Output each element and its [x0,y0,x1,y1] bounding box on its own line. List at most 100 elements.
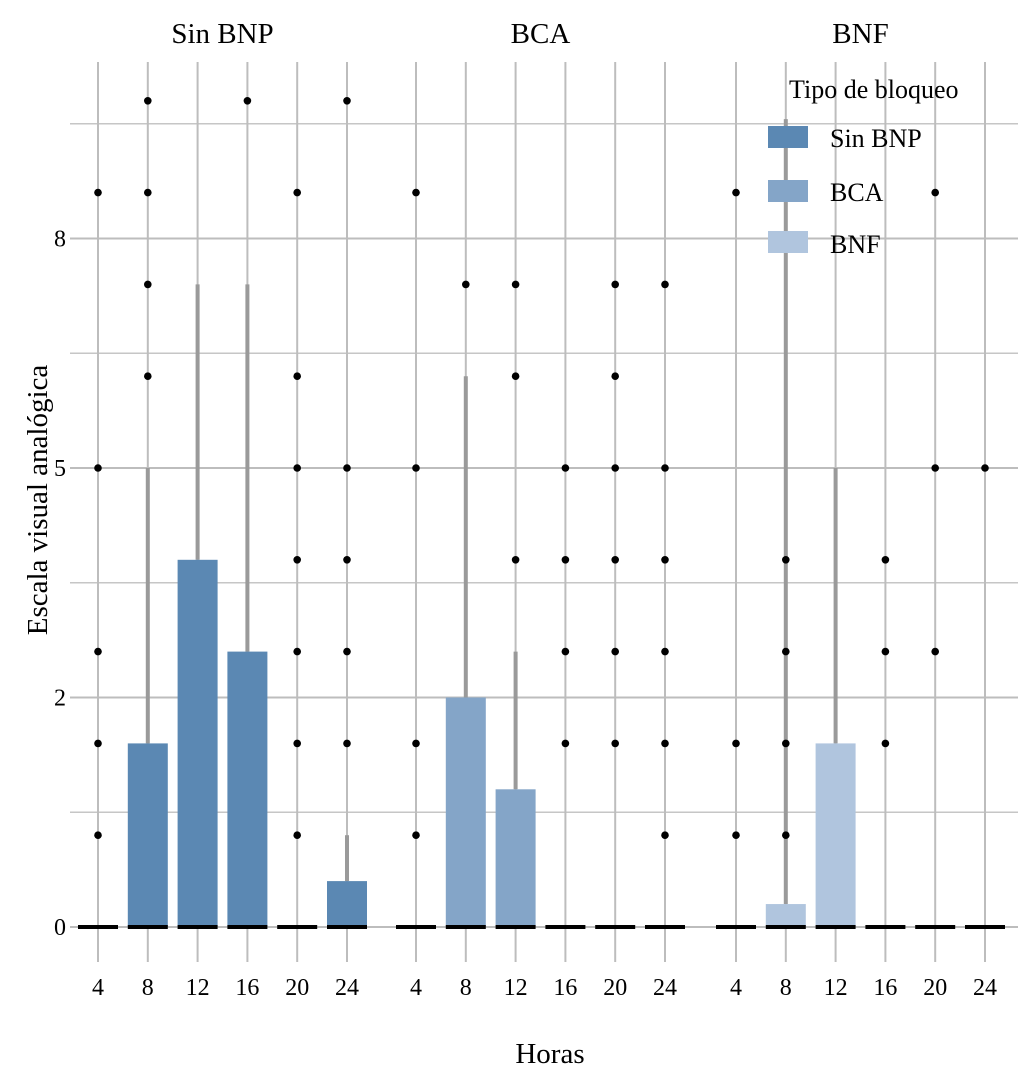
data-point [931,464,939,472]
x-tick-label: 24 [973,975,997,1001]
data-point [511,556,520,564]
data-point [343,556,351,564]
data-point [661,739,669,748]
data-point [881,739,890,748]
bar [327,881,367,927]
data-point [611,739,619,748]
x-tick-label: 24 [653,975,677,1001]
legend-label-sin-bnp: Sin BNP [830,124,922,153]
data-point [661,647,669,656]
data-point [144,97,152,105]
data-point [931,188,939,197]
x-tick-label: 4 [730,975,742,1001]
y-tick-label: 0 [54,915,66,941]
data-point [511,372,520,381]
x-tick-label: 12 [504,975,528,1001]
data-point [611,556,619,564]
data-point [94,647,102,656]
x-tick-label: 12 [824,975,848,1001]
data-point [561,739,570,748]
data-point [144,188,152,197]
data-point [94,464,102,472]
x-axis-label: Horas [515,1038,584,1070]
panel-title: BNF [832,18,888,50]
x-tick-label: 20 [923,975,947,1001]
y-axis-label: Escala visual analógica [22,365,54,636]
data-point [981,464,989,472]
data-point [881,556,890,564]
x-tick-label: 16 [235,975,259,1001]
data-point [412,464,420,472]
legend-swatch-bnf [768,231,808,253]
data-point [931,647,939,656]
bar [127,743,168,927]
data-point [412,739,420,748]
data-point [611,464,619,472]
legend-swatch-bca [768,180,808,202]
bar [495,789,536,927]
data-point [561,556,570,564]
x-tick-label: 8 [142,975,154,1001]
data-point [732,739,740,748]
data-point [462,280,470,289]
data-point [94,831,102,839]
data-point [611,647,619,656]
x-tick-label: 16 [553,975,577,1001]
data-point [611,372,619,381]
x-tick-label: 8 [460,975,472,1001]
marks: Sin BNP 4 8 12 16 20 24 BCA 4 8 12 16 20 24 BNF 4 8 12 16 2… [78,18,1005,1001]
data-point [94,188,102,197]
data-point [782,556,790,564]
data-point [293,739,302,748]
data-point [293,188,302,197]
data-point [144,372,152,381]
bar [765,904,806,927]
data-point [732,188,740,197]
bar [445,697,486,927]
x-tick-label: 16 [873,975,897,1001]
data-point [343,739,351,748]
x-tick-label: 12 [186,975,210,1001]
data-point [293,831,302,839]
data-point [611,280,619,289]
data-point [782,647,790,656]
data-point [343,464,351,472]
legend-title: Tipo de bloqueo [789,75,959,104]
data-point [144,280,152,289]
data-point [661,280,669,289]
legend: Tipo de bloqueo Sin BNP BCA BNF [768,75,959,259]
data-point [782,831,790,839]
legend-swatch-sin-bnp [768,126,808,148]
data-point [343,647,351,656]
data-point [661,831,669,839]
data-point [782,739,790,748]
x-tick-label: 4 [92,975,104,1001]
data-point [511,280,520,289]
bar [177,559,218,927]
data-point [412,188,420,197]
x-tick-label: 4 [410,975,422,1001]
data-point [661,464,669,472]
legend-label-bca: BCA [830,178,884,207]
bar [815,743,856,927]
data-point [293,372,302,381]
data-point [732,831,740,839]
data-point [94,739,102,748]
y-tick-label: 2 [54,686,66,712]
x-tick-label: 20 [285,975,309,1001]
data-point [661,556,669,564]
data-point [561,647,570,656]
data-point [561,464,570,472]
data-point [293,464,302,472]
data-point [293,556,302,564]
panel-title: Sin BNP [171,18,273,50]
x-tick-label: 24 [335,975,359,1001]
data-point [243,97,252,105]
data-point [412,831,420,839]
data-point [881,647,890,656]
y-tick-label: 8 [54,227,66,253]
data-point [293,647,302,656]
legend-label-bnf: BNF [830,230,881,259]
x-tick-label: 20 [603,975,627,1001]
